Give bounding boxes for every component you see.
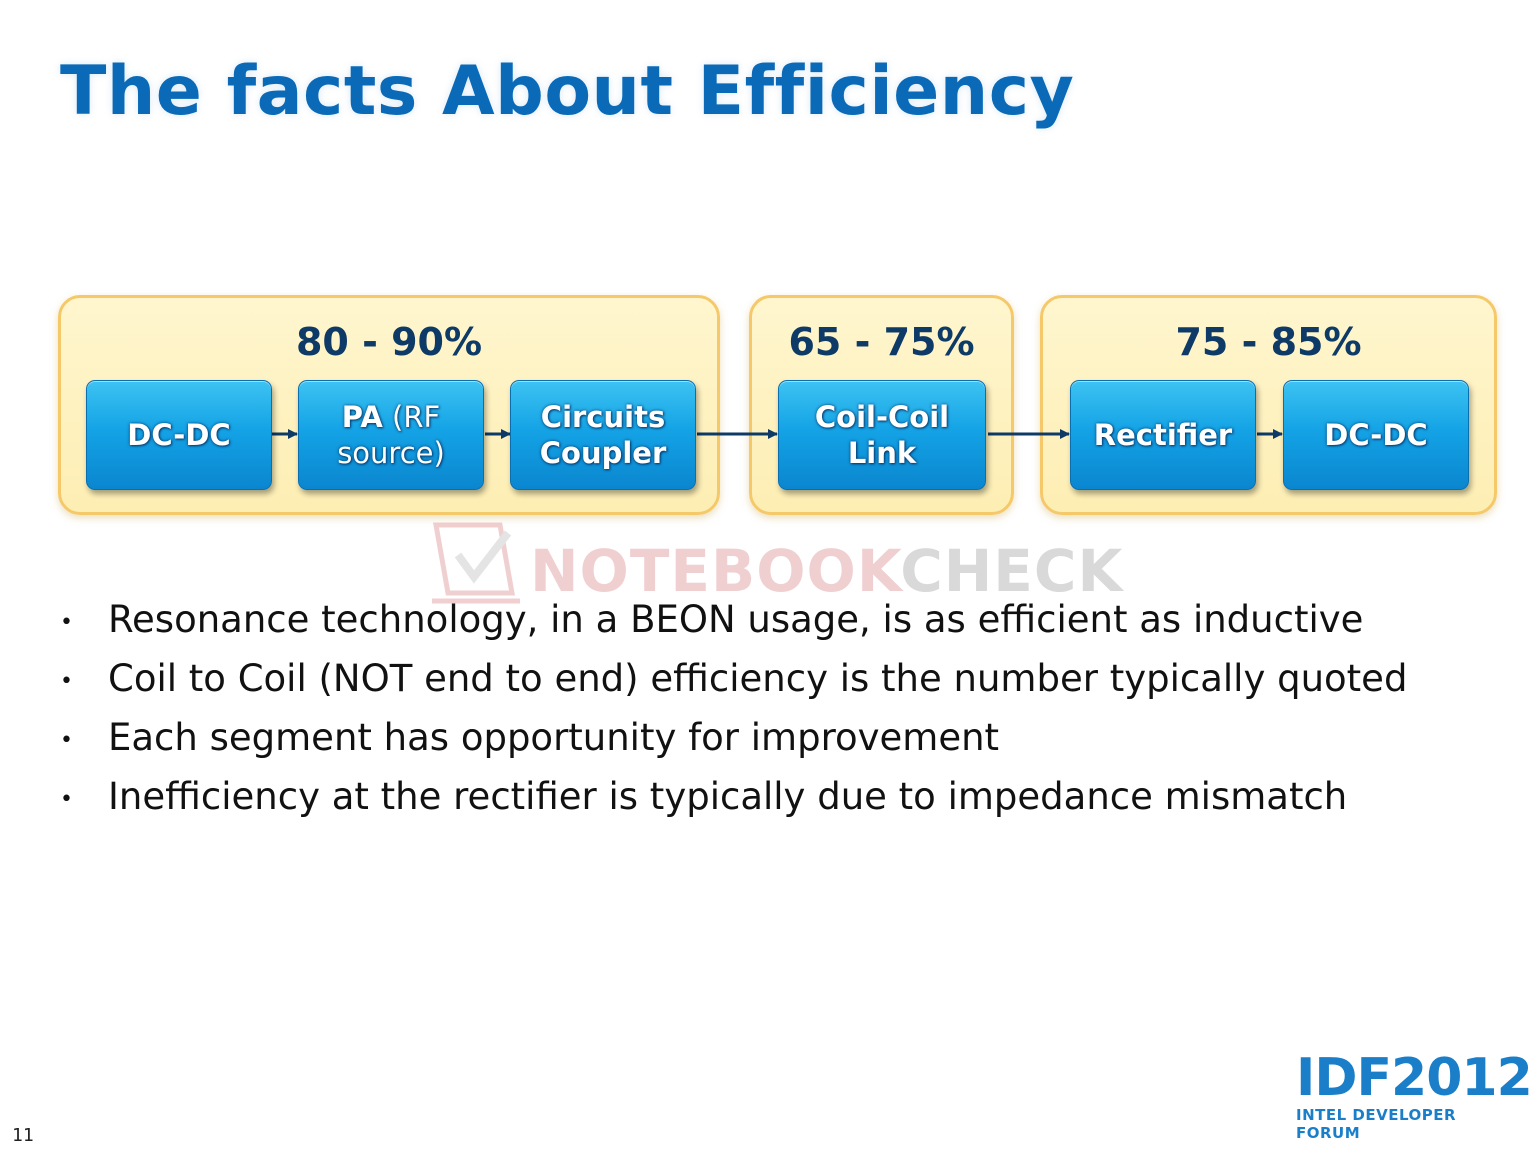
box-label: Coil-Coil [814,400,950,434]
efficiency-range-label: 65 - 75% [788,320,975,364]
box-label: Circuits [540,400,666,434]
box-label: PA (RF [337,399,445,435]
pa-rf-source-box: PA (RF source) [298,380,484,490]
bullet-text: Each segment has opportunity for improve… [108,716,1000,759]
bullet-text: Resonance technology, in a BEON usage, i… [108,598,1364,641]
bullet-dot: • [60,669,73,694]
bullet-dot: • [60,610,73,635]
bullet-item: • Coil to Coil (NOT end to end) efficienc… [60,657,1407,716]
box-label: DC-DC [1324,418,1428,452]
box-label-line2: Link [847,436,917,470]
box-label-line2: Coupler [539,436,667,470]
efficiency-range-label: 75 - 85% [1175,320,1362,364]
box-label-light: (RF [382,400,441,434]
bullet-item: • Resonance technology, in a BEON usage, … [60,598,1407,657]
bullet-item: • Inefficiency at the rectifier is typica… [60,775,1407,834]
bullet-dot: • [60,728,73,753]
coil-coil-link-box: Coil-Coil Link [778,380,986,490]
page-number: 11 [12,1125,34,1146]
box-label: Rectifier [1093,418,1233,452]
logo-sub-text: INTEL DEVELOPER FORUM [1296,1106,1457,1142]
box-label-line2: source) [337,436,445,470]
box-label-bold: PA [341,400,383,434]
bullet-item: • Each segment has opportunity for improv… [60,716,1407,775]
logo-main-text: IDF2012 [1296,1048,1533,1108]
bullet-list: • Resonance technology, in a BEON usage, … [60,598,1407,834]
efficiency-range-label: 80 - 90% [295,320,483,364]
slide-title: The facts About Efficiency [60,52,1075,131]
bullet-text: Inefficiency at the rectifier is typical… [108,775,1348,818]
circuits-coupler-box: Circuits Coupler [510,380,696,490]
watermark-text: NOTEBOOKCHECK [530,537,1123,605]
idf2012-logo: IDF2012 INTEL DEVELOPER FORUM [1296,1048,1533,1142]
dc-dc-converter-box: DC-DC [86,380,272,490]
watermark-part2: CHECK [900,537,1124,605]
box-label: DC-DC [127,418,231,452]
bullet-dot: • [60,787,73,812]
bullet-text: Coil to Coil (NOT end to end) efficiency… [108,657,1408,700]
rectifier-box: Rectifier [1070,380,1256,490]
dc-dc-converter-box: DC-DC [1283,380,1469,490]
watermark-part1: NOTEBOOK [530,537,901,605]
